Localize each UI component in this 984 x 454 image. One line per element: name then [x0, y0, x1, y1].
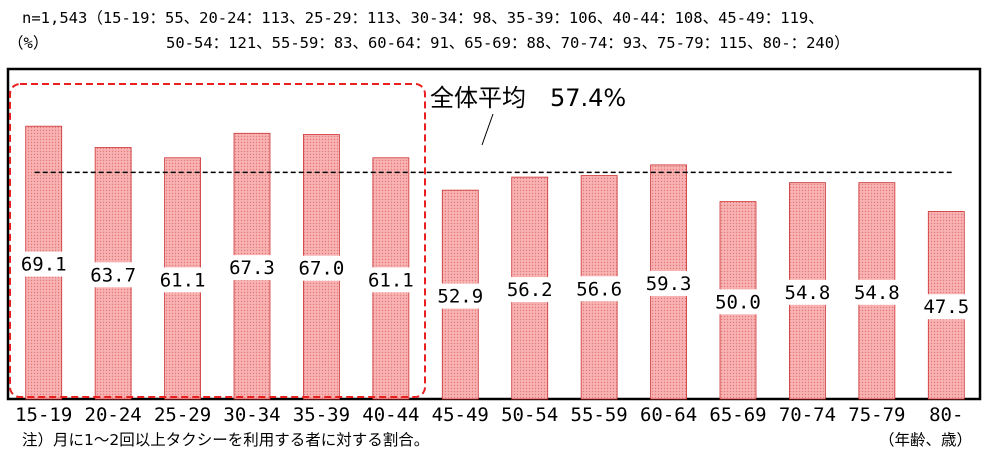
value-label-bg — [226, 255, 278, 281]
footnote: 注）月に1～2回以上タクシーを利用する者に対する割合。 — [22, 431, 430, 449]
value-label: 63.7 — [90, 264, 136, 286]
value-label-bg — [87, 262, 140, 288]
x-tick-label: 50-54 — [501, 404, 558, 426]
x-tick-label: 60-64 — [640, 404, 697, 426]
plot-frame — [6, 67, 982, 401]
value-label: 56.2 — [507, 279, 553, 301]
value-label-bg — [434, 283, 487, 309]
x-axis-unit-label: （年齢、歳） — [878, 431, 972, 449]
x-tick-label: 35-39 — [293, 404, 350, 426]
sample-size-line-2-text: 50-54：121、55-59：83、60-64：91、65-69：88、70-… — [166, 34, 850, 52]
value-label-bg — [712, 289, 764, 315]
x-tick-label: 65-69 — [709, 404, 766, 426]
value-label: 52.9 — [437, 286, 483, 308]
value-label-bg — [503, 277, 556, 303]
value-label: 69.1 — [21, 254, 67, 276]
average-callout-line — [481, 113, 494, 146]
value-label: 61.1 — [160, 269, 206, 291]
value-label-bg — [573, 276, 626, 302]
value-label: 47.5 — [923, 296, 969, 318]
x-tick-label: 25-29 — [154, 404, 211, 426]
x-tick-label: 15-19 — [15, 404, 72, 426]
value-label-bg — [920, 294, 973, 320]
sample-size-line-2: （%） 50-54：121、55-59：83、60-64：91、65-69：88、… — [8, 31, 984, 53]
sample-size-line-1: n=1,543（15-19：55、20-24：113、25-29：113、30-… — [22, 9, 824, 27]
x-tick-label: 55-59 — [571, 404, 628, 426]
y-unit-label: （%） — [8, 34, 49, 52]
x-tick-labels: 15-19 20-24 25-29 30-34 35-39 40-44 45-49 50-54… — [15, 404, 963, 426]
value-label: 61.1 — [368, 269, 414, 291]
x-tick-label: 70-74 — [779, 404, 836, 426]
x-tick-label: 40-44 — [362, 404, 419, 426]
value-label-bg — [642, 270, 695, 296]
average-label: 全体平均 57.4% — [430, 84, 626, 112]
value-label-bg — [364, 267, 417, 293]
value-label: 67.3 — [229, 257, 275, 279]
value-label: 59.3 — [646, 273, 692, 295]
value-label: 54.8 — [785, 282, 831, 304]
x-tick-label: 45-49 — [432, 404, 489, 426]
value-label-bg — [17, 251, 70, 277]
x-tick-label: 80- — [929, 404, 963, 426]
x-tick-label: 20-24 — [85, 404, 142, 426]
value-label-bg — [156, 267, 209, 293]
value-labels-layer: 69.1 63.7 61.1 67.3 67.0 61.1 52.9 56.2 56.6 59.3… — [17, 251, 973, 320]
value-label: 50.0 — [715, 291, 761, 313]
x-tick-label: 75-79 — [848, 404, 905, 426]
value-label: 54.8 — [854, 282, 900, 304]
highlight-box — [9, 83, 426, 398]
value-label-bg — [850, 279, 903, 305]
value-label: 67.0 — [299, 258, 345, 280]
value-label-bg — [781, 279, 834, 305]
x-tick-label: 30-34 — [223, 404, 280, 426]
value-label-bg — [295, 255, 348, 281]
value-label: 56.6 — [576, 278, 622, 300]
